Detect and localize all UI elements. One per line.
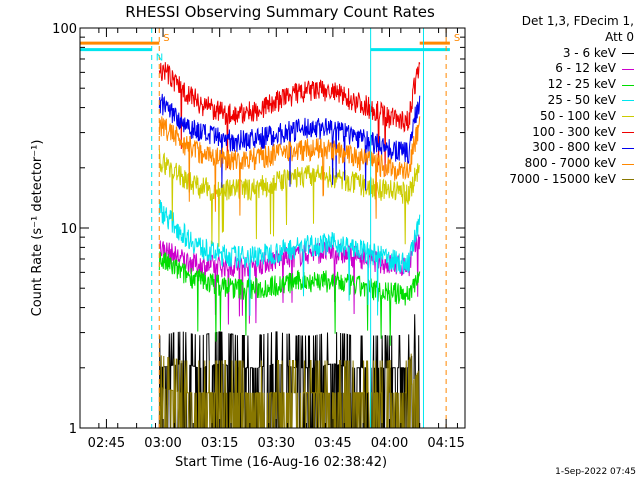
series-line-5 — [158, 61, 421, 177]
flag-label-2: N — [156, 53, 163, 64]
legend-entry: 6 - 12 keV — [478, 61, 634, 77]
legend-swatch — [622, 147, 634, 149]
x-axis-label: Start Time (16-Aug-16 02:38:42) — [175, 455, 387, 470]
y-tick-label: 100 — [52, 22, 77, 37]
series-line-6 — [158, 93, 421, 191]
legend-entry: 300 - 800 keV — [478, 140, 634, 156]
x-tick-label: 03:30 — [258, 436, 295, 451]
legend-swatch — [622, 68, 634, 70]
chart-title: RHESSI Observing Summary Count Rates — [125, 3, 435, 21]
series-line-8 — [158, 353, 420, 428]
legend-label: 12 - 25 keV — [547, 77, 616, 92]
series-line-2 — [158, 251, 421, 346]
series-line-3 — [158, 199, 421, 316]
axes: 1 10 100 02:45 03:00 03:15 03:30 03:45 04:00 04:1… — [52, 22, 465, 451]
flag-label-0: S — [163, 33, 169, 44]
legend-label: 25 - 50 keV — [547, 92, 616, 107]
legend-swatch — [622, 52, 634, 54]
flag-label-1: S — [454, 33, 460, 44]
y-axis-label: Count Rate (s⁻¹ detector⁻¹) — [30, 140, 45, 317]
x-tick-label: 03:00 — [144, 436, 181, 451]
legend-entry: 3 - 6 keV — [478, 46, 634, 62]
y-tick-label: 10 — [60, 222, 77, 237]
plot-marks — [80, 28, 450, 428]
series-line-1 — [158, 234, 421, 325]
legend-swatch — [622, 84, 634, 86]
legend-swatch — [622, 179, 634, 181]
legend-header-line: Det 1,3, FDecim 1, — [521, 14, 634, 28]
legend-label: 300 - 800 keV — [532, 140, 616, 155]
legend-label: 7000 - 15000 keV — [509, 171, 616, 186]
x-tick-label: 04:00 — [371, 436, 408, 451]
series-line-7 — [158, 116, 421, 219]
series-line-0 — [158, 314, 420, 428]
legend-entry: 100 - 300 keV — [478, 125, 634, 141]
legend-entry: 12 - 25 keV — [478, 77, 634, 93]
legend-label: 6 - 12 keV — [555, 61, 616, 76]
x-tick-label: 03:15 — [201, 436, 238, 451]
legend-label: 100 - 300 keV — [532, 124, 616, 139]
legend-label: 800 - 7000 keV — [524, 156, 616, 171]
legend-entry: 25 - 50 keV — [478, 93, 634, 109]
legend-swatch — [622, 163, 634, 165]
footer-timestamp: 1-Sep-2022 07:45 — [555, 467, 636, 477]
x-tick-label: 03:45 — [314, 436, 351, 451]
legend-swatch — [622, 131, 634, 133]
x-tick-label: 02:45 — [88, 436, 125, 451]
legend-label: 50 - 100 keV — [539, 108, 616, 123]
legend-swatch — [622, 116, 634, 118]
y-tick-label: 1 — [69, 422, 77, 437]
x-tick-label: 04:15 — [427, 436, 464, 451]
legend-entry: 7000 - 15000 keV — [478, 172, 634, 188]
legend-entry: 50 - 100 keV — [478, 109, 634, 125]
legend-header-line: Att 0 — [605, 29, 634, 44]
legend-swatch — [622, 100, 634, 102]
legend-label: 3 - 6 keV — [562, 45, 616, 60]
legend-entry: 800 - 7000 keV — [478, 156, 634, 172]
